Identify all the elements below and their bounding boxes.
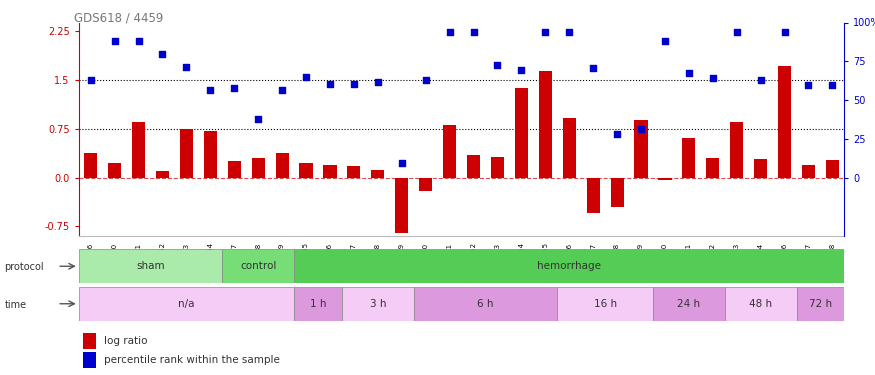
Bar xyxy=(180,129,193,178)
Point xyxy=(634,126,648,132)
Point xyxy=(610,131,624,137)
Bar xyxy=(156,171,169,178)
Bar xyxy=(491,157,504,178)
Bar xyxy=(276,153,289,178)
Text: 6 h: 6 h xyxy=(477,299,494,309)
Bar xyxy=(204,130,217,178)
Bar xyxy=(514,88,528,178)
Point xyxy=(466,29,480,35)
Bar xyxy=(796,287,844,321)
Point xyxy=(323,81,337,87)
Point xyxy=(682,70,696,76)
Bar xyxy=(132,122,145,178)
Bar xyxy=(79,249,222,283)
Text: log ratio: log ratio xyxy=(104,336,148,346)
Point xyxy=(395,160,409,166)
Bar xyxy=(294,287,342,321)
Text: control: control xyxy=(240,261,276,271)
Text: GDS618 / 4459: GDS618 / 4459 xyxy=(74,11,164,24)
Bar xyxy=(84,153,97,178)
Text: hemorrhage: hemorrhage xyxy=(537,261,601,271)
Bar xyxy=(299,163,312,178)
Point xyxy=(491,62,505,68)
Bar xyxy=(539,71,552,178)
Point xyxy=(84,78,98,84)
Bar xyxy=(754,159,767,178)
Text: 3 h: 3 h xyxy=(369,299,386,309)
Point xyxy=(179,64,193,70)
Bar xyxy=(108,163,122,178)
Point xyxy=(802,82,816,88)
Text: 72 h: 72 h xyxy=(808,299,832,309)
Text: time: time xyxy=(4,300,26,309)
Bar xyxy=(563,118,576,178)
Bar xyxy=(634,120,648,178)
Bar xyxy=(347,166,360,178)
Bar xyxy=(557,287,653,321)
Point xyxy=(131,38,145,44)
Point xyxy=(563,29,577,35)
Point xyxy=(108,38,122,44)
Point xyxy=(346,81,360,87)
Point xyxy=(228,86,242,92)
Bar xyxy=(724,287,796,321)
Point xyxy=(706,75,720,81)
Text: 16 h: 16 h xyxy=(593,299,617,309)
Bar xyxy=(324,165,337,178)
Bar xyxy=(222,249,294,283)
Text: n/a: n/a xyxy=(178,299,194,309)
Bar xyxy=(778,66,791,178)
Bar xyxy=(730,122,743,178)
Point xyxy=(299,74,313,80)
Bar xyxy=(79,287,294,321)
Point xyxy=(371,79,385,85)
Text: percentile rank within the sample: percentile rank within the sample xyxy=(104,355,280,365)
Bar xyxy=(653,287,724,321)
Text: protocol: protocol xyxy=(4,262,44,272)
Bar xyxy=(443,126,456,178)
Text: 1 h: 1 h xyxy=(310,299,326,309)
Text: 48 h: 48 h xyxy=(749,299,773,309)
Bar xyxy=(294,249,844,283)
Bar xyxy=(342,287,414,321)
Point xyxy=(514,67,528,73)
Text: sham: sham xyxy=(136,261,164,271)
Bar xyxy=(371,170,384,178)
Point xyxy=(778,29,792,35)
Bar xyxy=(467,155,480,178)
Point xyxy=(753,77,767,83)
Point xyxy=(825,82,839,88)
Text: 24 h: 24 h xyxy=(677,299,700,309)
Bar xyxy=(252,158,265,178)
Point xyxy=(275,87,289,93)
Bar xyxy=(586,178,599,213)
Bar xyxy=(611,178,624,207)
Bar xyxy=(396,178,409,233)
Bar xyxy=(658,178,671,180)
Point xyxy=(443,29,457,35)
Point xyxy=(418,78,432,84)
Point xyxy=(538,29,552,35)
Bar xyxy=(82,333,96,349)
Point xyxy=(658,38,672,44)
Bar xyxy=(228,161,241,178)
Bar xyxy=(419,178,432,190)
Point xyxy=(156,51,170,57)
Point xyxy=(203,87,217,93)
Point xyxy=(730,29,744,35)
Bar xyxy=(682,138,696,178)
Bar xyxy=(826,160,839,178)
Point xyxy=(251,116,265,122)
Bar xyxy=(414,287,557,321)
Bar xyxy=(706,158,719,178)
Point xyxy=(586,65,600,71)
Bar xyxy=(802,165,816,178)
Bar xyxy=(82,352,96,368)
